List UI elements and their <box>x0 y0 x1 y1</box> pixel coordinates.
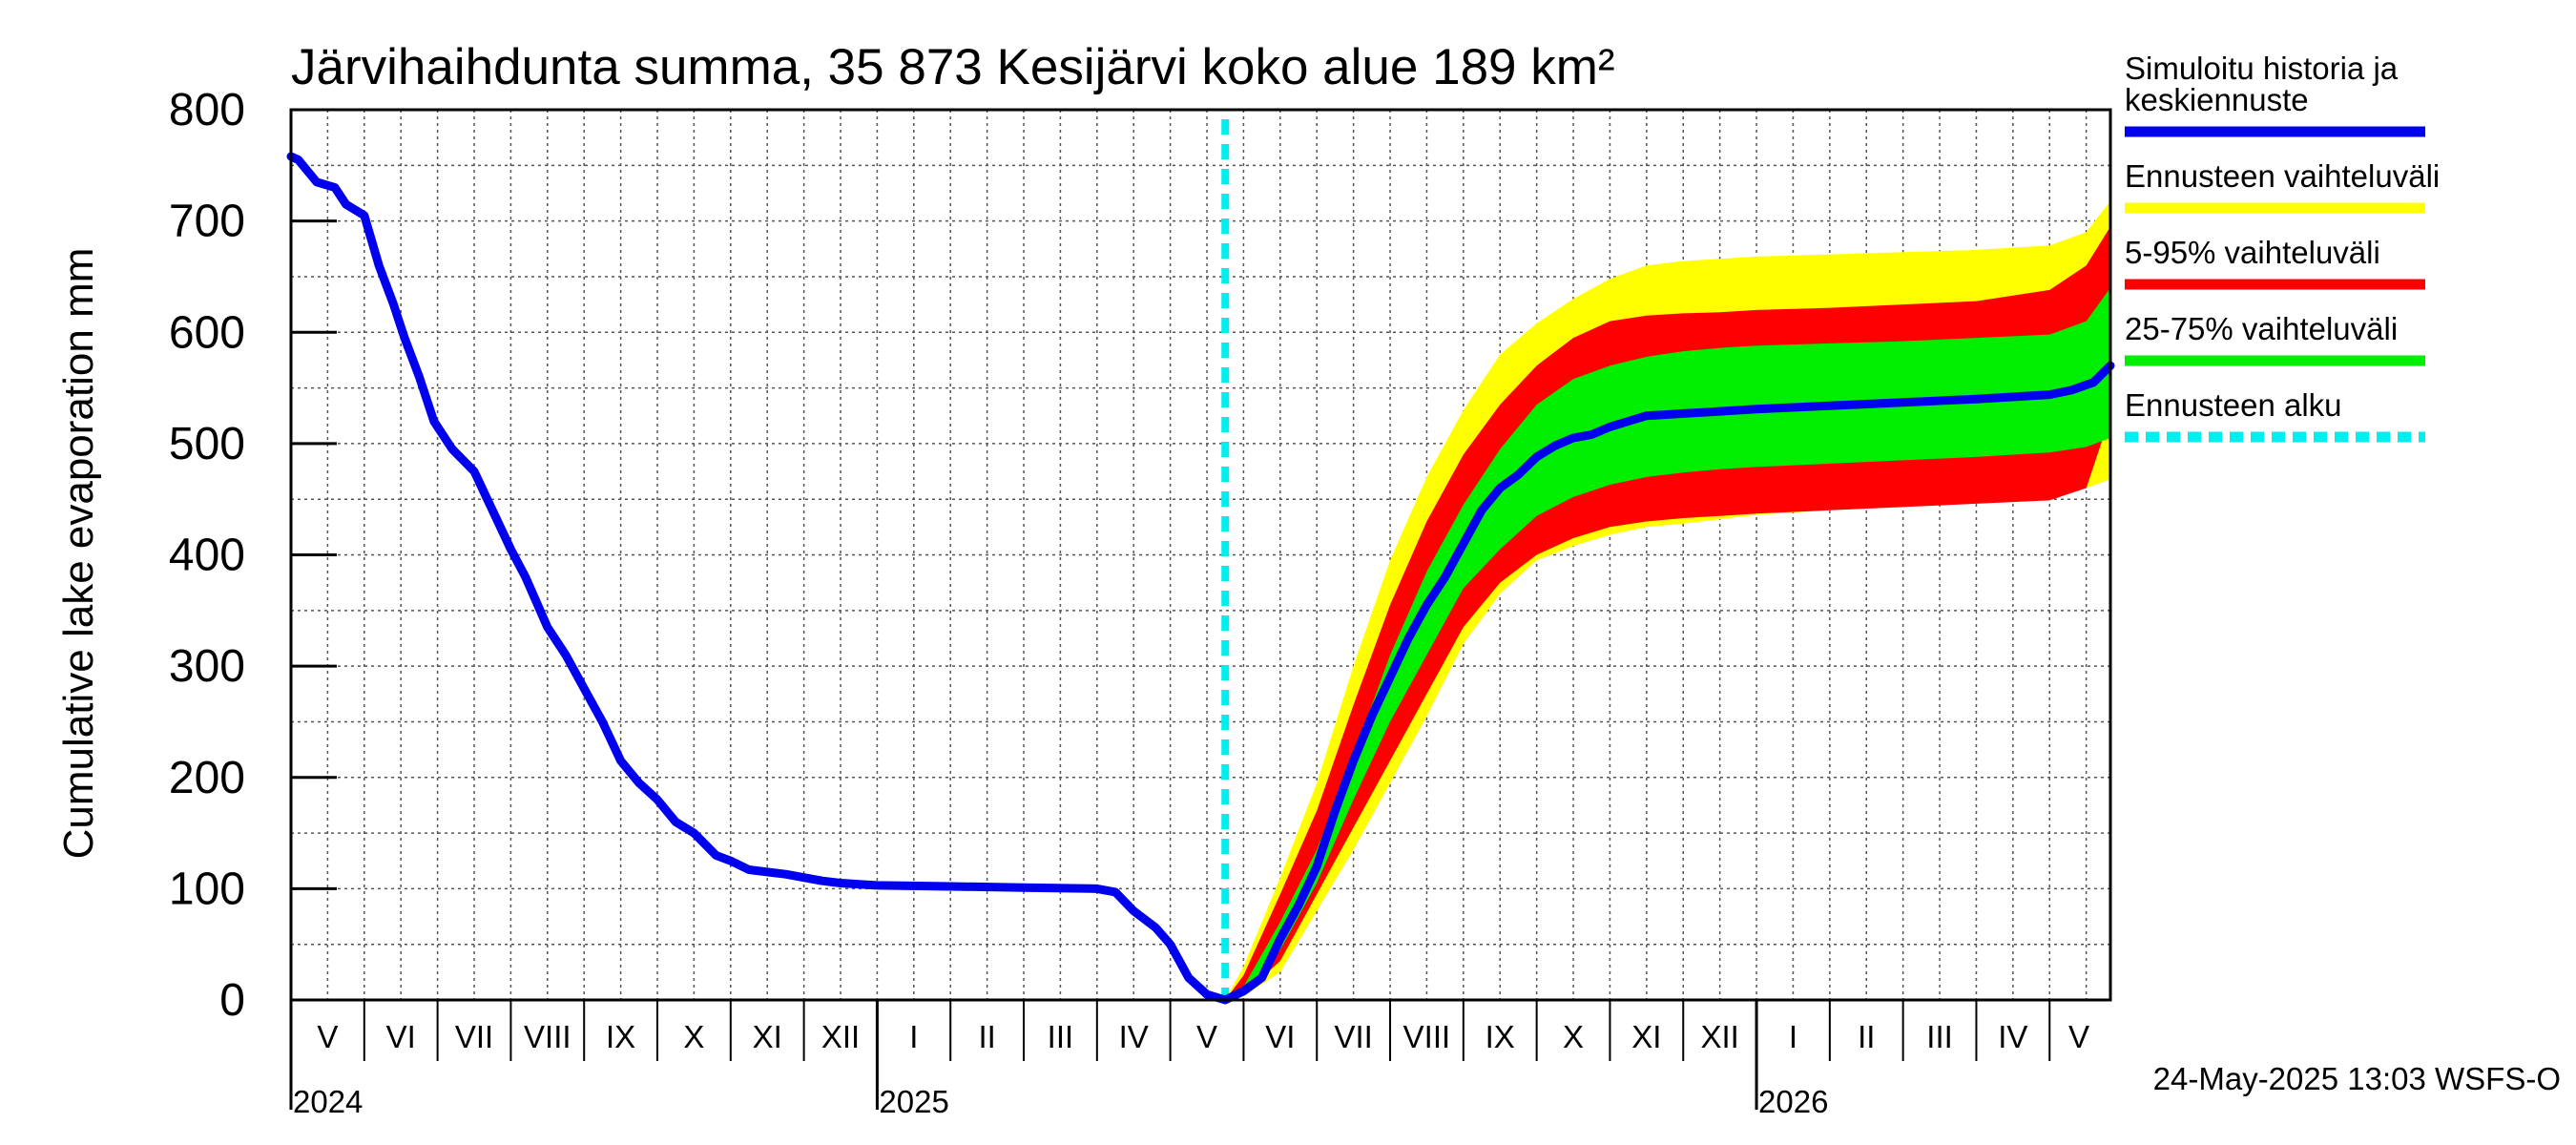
y-axis-label: Cumulative lake evaporation mm <box>55 248 102 860</box>
grid <box>291 110 2110 1000</box>
month-label: X <box>683 1019 704 1054</box>
y-tick-label: 400 <box>169 531 245 581</box>
month-label: III <box>1048 1019 1074 1054</box>
month-label: VII <box>1334 1019 1372 1054</box>
month-label: VI <box>1265 1019 1295 1054</box>
month-label: IV <box>1998 1019 2027 1054</box>
month-label: II <box>978 1019 995 1054</box>
month-label: V <box>2068 1019 2089 1054</box>
year-label: 2024 <box>293 1084 363 1119</box>
y-tick-label: 600 <box>169 307 245 358</box>
month-label: IX <box>1485 1019 1515 1054</box>
timestamp: 24-May-2025 13:03 WSFS-O <box>2153 1061 2561 1096</box>
month-label: XI <box>753 1019 782 1054</box>
month-label: VI <box>386 1019 416 1054</box>
month-label: V <box>1196 1019 1217 1054</box>
y-tick-label: 800 <box>169 85 245 135</box>
y-tick-label: 300 <box>169 641 245 692</box>
y-tick-label: 700 <box>169 197 245 247</box>
median-line <box>286 152 2115 1005</box>
chart-title: Järvihaihdunta summa, 35 873 Kesijärvi k… <box>291 39 1615 95</box>
year-label: 2026 <box>1758 1084 1828 1119</box>
month-label: XII <box>1700 1019 1738 1054</box>
month-label: II <box>1858 1019 1875 1054</box>
year-label: 2025 <box>879 1084 948 1119</box>
month-label: X <box>1563 1019 1584 1054</box>
month-label: XI <box>1631 1019 1661 1054</box>
month-label: V <box>317 1019 338 1054</box>
month-label: VIII <box>1403 1019 1451 1054</box>
y-tick-label: 500 <box>169 419 245 469</box>
legend-label: Simuloitu historia ja <box>2125 51 2399 86</box>
legend-label: 5-95% vaihteluväli <box>2125 235 2380 270</box>
month-label: VII <box>455 1019 493 1054</box>
band-layers <box>1225 200 2110 1001</box>
y-tick-label: 100 <box>169 864 245 914</box>
band-25-75-vaihteluv-li <box>1225 287 2110 1001</box>
legend-label: Ennusteen alku <box>2125 387 2342 423</box>
month-label: IX <box>606 1019 635 1054</box>
month-label: I <box>909 1019 918 1054</box>
legend-label: 25-75% vaihteluväli <box>2125 311 2398 346</box>
series-lines <box>286 152 2115 1005</box>
month-label: XII <box>821 1019 860 1054</box>
legend-label: Ennusteen vaihteluväli <box>2125 158 2440 194</box>
month-label: VIII <box>524 1019 571 1054</box>
y-tick-label: 0 <box>219 975 245 1026</box>
month-label: III <box>1926 1019 1953 1054</box>
legend-label: keskiennuste <box>2125 82 2309 117</box>
month-label: I <box>1789 1019 1797 1054</box>
month-label: IV <box>1119 1019 1149 1054</box>
y-tick-label: 200 <box>169 753 245 803</box>
y-axis: 0 100 200 300 400 500 600 700 800 <box>169 85 337 1026</box>
